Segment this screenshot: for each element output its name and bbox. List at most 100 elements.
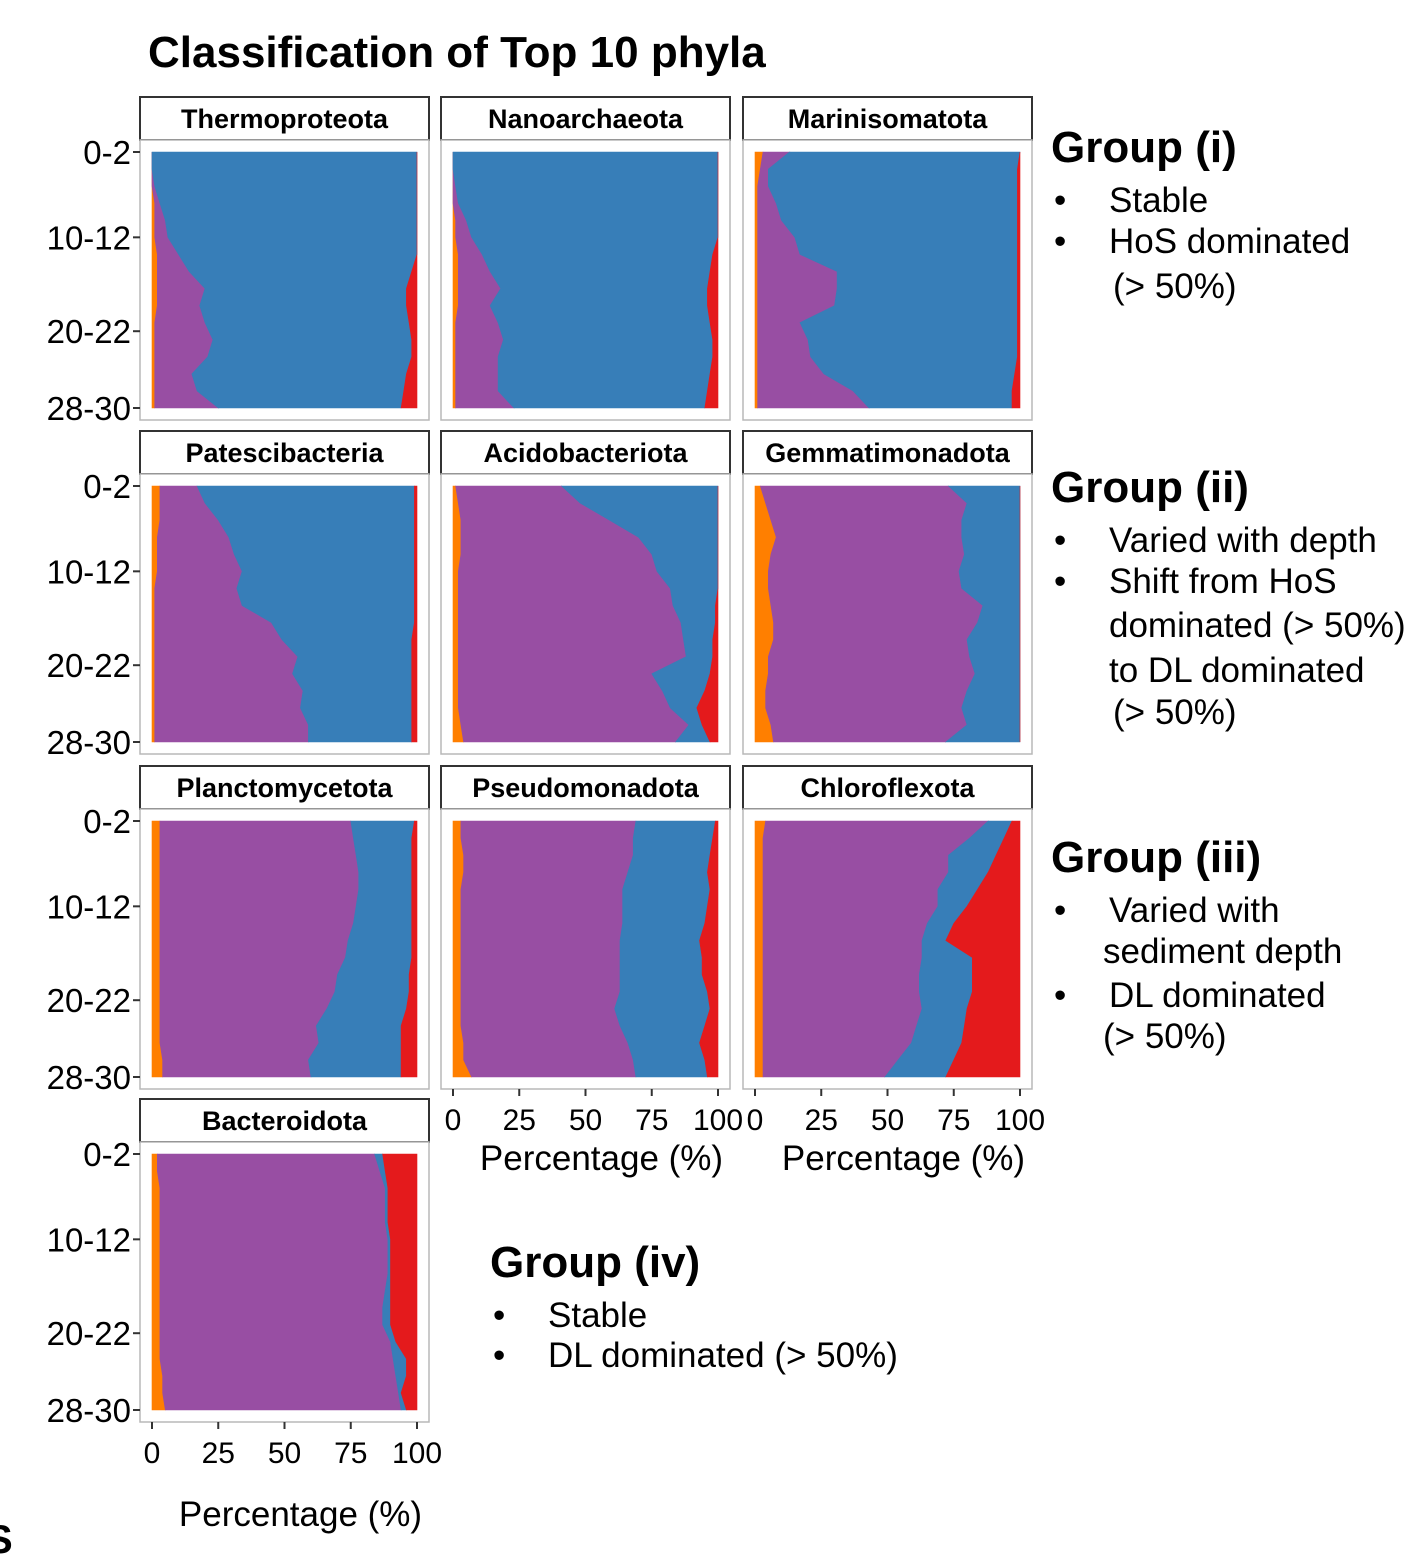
y-tick-label: 28-30	[47, 724, 131, 761]
x-tick-label: 75	[334, 1437, 367, 1470]
x-axis-title: Percentage (%)	[480, 1139, 723, 1178]
bullet-icon: •	[1054, 521, 1066, 560]
bullet-icon: •	[1054, 222, 1066, 261]
y-tick-label: 28-30	[47, 1392, 131, 1429]
panel-nanoarchaeota: Nanoarchaeota	[440, 96, 731, 421]
y-tick-label: 0-2	[83, 1136, 131, 1173]
area-red-pseudomonadota	[699, 820, 719, 1078]
area-red-acidobacteriota	[696, 486, 719, 743]
group-line: Stable	[1109, 181, 1208, 220]
strip-label-pseudomonadota: Pseudomonadota	[472, 773, 700, 803]
x-tick-label: 25	[503, 1104, 536, 1137]
y-tick-label: 28-30	[47, 1059, 131, 1096]
group-4: Group (iv) • Stable • DL dominated (> 50%)	[490, 1238, 898, 1375]
area-purple-pseudomonadota	[460, 820, 637, 1078]
x-tick-label: 50	[268, 1437, 301, 1470]
x-tick-label: 100	[392, 1437, 442, 1470]
x-tick-label: 50	[569, 1104, 602, 1137]
edge-letter: S	[0, 1518, 13, 1562]
group-line: Varied with	[1109, 891, 1280, 930]
group-line: (> 50%)	[1113, 267, 1237, 306]
group-title: Group (ii)	[1051, 463, 1249, 512]
area-red-chloroflexota	[945, 820, 1021, 1078]
y-tick-label: 10-12	[47, 1221, 131, 1258]
x-tick-label: 0	[144, 1437, 161, 1470]
y-tick-label: 20-22	[47, 313, 131, 350]
panel-pseudomonadota: Pseudomonadota	[440, 765, 731, 1090]
y-axes: 0-2 10-12 20-22 28-30 0-2 10-12 20-22 28-30 0-2 1…	[47, 134, 140, 1429]
group-2: Group (ii) • Varied with depth • Shift from …	[1051, 463, 1406, 732]
y-tick-label: 10-12	[47, 888, 131, 925]
x-tick-label: 75	[635, 1104, 668, 1137]
bullet-icon: •	[1054, 891, 1066, 930]
strip-nanoarchaeota	[440, 96, 731, 141]
x-tick-label: 100	[995, 1104, 1045, 1137]
bullet-icon: •	[1054, 976, 1066, 1015]
group-line: DL dominated (> 50%)	[548, 1336, 898, 1375]
x-tick-label: 75	[937, 1104, 970, 1137]
x-tick-label: 25	[202, 1437, 235, 1470]
x-tick-label: 100	[693, 1104, 743, 1137]
group-line: to DL dominated	[1109, 651, 1365, 690]
x-tick-label: 25	[805, 1104, 838, 1137]
group-annotations: Group (i)• Stable• HoS dominated(> 50%)Gro…	[490, 123, 1406, 1375]
x-axis-bacteroidota: 0 25 50 75 100 Percentage (%)	[144, 1422, 442, 1534]
y-tick-label: 20-22	[47, 647, 131, 684]
strip-planctomycetota	[139, 765, 430, 810]
area-red-patescibacteria	[411, 485, 418, 743]
panel-chloroflexota: Chloroflexota	[742, 765, 1033, 1090]
strip-label-patescibacteria: Patescibacteria	[185, 438, 384, 468]
strip-label-planctomycetota: Planctomycetota	[176, 773, 393, 803]
x-axis-title: Percentage (%)	[179, 1495, 422, 1534]
y-tick-label: 10-12	[47, 553, 131, 590]
strip-label-acidobacteriota: Acidobacteriota	[483, 438, 688, 468]
y-tick-label: 28-30	[47, 390, 131, 427]
strip-thermoproteota	[139, 96, 430, 141]
y-tick-label: 0-2	[83, 468, 131, 505]
area-red-nanoarchaeota	[704, 152, 719, 409]
group-title: Group (iv)	[490, 1238, 700, 1287]
group-line: HoS dominated	[1109, 222, 1350, 261]
strip-patescibacteria	[139, 430, 430, 475]
bullet-icon: •	[1054, 562, 1066, 601]
panel-planctomycetota: Planctomycetota	[139, 765, 430, 1090]
panel-bacteroidota: Bacteroidota	[139, 1098, 430, 1423]
area-red-bacteroidota	[382, 1153, 418, 1411]
x-axis-title: Percentage (%)	[782, 1139, 1025, 1178]
y-tick-label: 10-12	[47, 219, 131, 256]
area-red-planctomycetota	[400, 820, 418, 1078]
group-line: (> 50%)	[1103, 1017, 1227, 1056]
group-title: Group (i)	[1051, 123, 1237, 172]
bullet-icon: •	[1054, 181, 1066, 220]
group-line: Varied with depth	[1109, 521, 1377, 560]
x-tick-label: 0	[747, 1104, 764, 1137]
group-line: dominated (> 50%)	[1109, 606, 1406, 645]
panel-thermoproteota: Thermoproteota	[139, 96, 430, 421]
strip-chloroflexota	[742, 765, 1033, 810]
area-purple-bacteroidota	[157, 1153, 402, 1411]
x-tick-label: 0	[445, 1104, 462, 1137]
area-purple-gemmatimonadota	[759, 485, 984, 743]
group-line: sediment depth	[1103, 932, 1342, 971]
group-1: Group (i) • Stable • HoS dominated (> 50%)	[1051, 123, 1350, 306]
panel-gemmatimonadota: Gemmatimonadota	[742, 430, 1033, 755]
strip-label-gemmatimonadota: Gemmatimonadota	[765, 438, 1011, 468]
area-red-marinisomatota	[1011, 151, 1021, 409]
area-red-thermoproteota	[400, 152, 418, 409]
x-tick-label: 50	[871, 1104, 904, 1137]
panel-acidobacteriota: Acidobacteriota	[440, 430, 731, 755]
strip-label-nanoarchaeota: Nanoarchaeota	[488, 104, 684, 134]
y-tick-label: 0-2	[83, 134, 131, 171]
y-axis-row-1: 0-2 10-12 20-22 28-30	[47, 134, 140, 427]
bullet-icon: •	[493, 1296, 505, 1335]
bullet-icon: •	[493, 1336, 505, 1375]
y-tick-label: 20-22	[47, 1315, 131, 1352]
group-line: DL dominated	[1109, 976, 1326, 1015]
y-axis-row-4: 0-2 10-12 20-22 28-30	[47, 1136, 140, 1429]
group-title: Group (iii)	[1051, 833, 1261, 882]
y-axis-row-3: 0-2 10-12 20-22 28-30	[47, 803, 140, 1096]
y-axis-row-2: 0-2 10-12 20-22 28-30	[47, 468, 140, 761]
